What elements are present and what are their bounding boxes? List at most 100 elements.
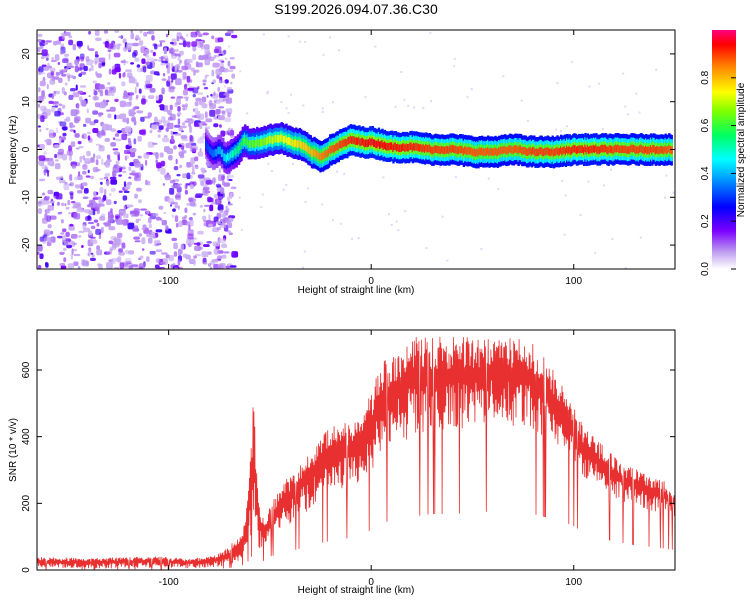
noise-cell xyxy=(120,60,127,64)
noise-cell xyxy=(135,94,139,99)
noise-cell xyxy=(397,229,400,232)
noise-cell xyxy=(208,223,213,227)
noise-cell xyxy=(114,257,120,262)
noise-cell xyxy=(68,35,73,39)
noise-cell xyxy=(68,226,76,231)
noise-cell xyxy=(218,106,225,109)
noise-cell xyxy=(169,180,176,184)
noise-cell xyxy=(196,62,203,68)
noise-cell xyxy=(190,157,196,164)
noise-cell xyxy=(42,192,46,196)
noise-cell xyxy=(624,105,627,108)
snr-line xyxy=(37,336,675,570)
noise-cell xyxy=(194,245,201,251)
snr-ticks: -100 0 100 0 200 400 600 xyxy=(21,330,675,588)
noise-cell xyxy=(92,95,98,101)
noise-cell xyxy=(144,48,150,55)
noise-cell xyxy=(39,45,44,49)
noise-cell xyxy=(285,184,288,186)
ridge-cell xyxy=(583,146,586,155)
noise-cell xyxy=(343,172,346,175)
noise-cell xyxy=(85,117,91,124)
ridge-cell xyxy=(432,146,435,155)
noise-cell xyxy=(45,40,52,43)
noise-cell xyxy=(155,152,159,159)
noise-cell xyxy=(282,188,285,191)
noise-cell xyxy=(239,70,242,73)
noise-cell xyxy=(99,187,104,194)
noise-cell xyxy=(189,184,195,189)
noise-cell xyxy=(413,106,416,109)
noise-cell xyxy=(167,109,172,114)
noise-cell xyxy=(218,67,225,73)
noise-cell xyxy=(60,219,64,224)
noise-cell xyxy=(125,249,129,255)
noise-cell xyxy=(205,118,213,123)
noise-cell xyxy=(214,46,222,54)
noise-cell xyxy=(203,262,208,265)
ridge-cell xyxy=(508,145,512,153)
noise-cell xyxy=(224,79,229,84)
noise-cell xyxy=(307,187,309,190)
noise-cell xyxy=(114,214,121,219)
noise-cell xyxy=(466,96,469,99)
noise-cell xyxy=(227,174,235,178)
noise-cell xyxy=(74,176,78,181)
noise-cell xyxy=(46,108,51,116)
noise-cell xyxy=(223,93,228,96)
noise-cell xyxy=(453,65,456,68)
ridge-cell xyxy=(212,150,215,158)
noise-cell xyxy=(287,111,290,114)
noise-cell xyxy=(216,186,222,192)
noise-cell xyxy=(202,215,207,221)
noise-cell xyxy=(73,261,79,266)
noise-cell xyxy=(154,44,158,50)
noise-cell xyxy=(188,198,193,203)
noise-cell xyxy=(67,263,75,269)
noise-cell xyxy=(96,73,102,78)
noise-cell xyxy=(560,130,563,133)
noise-cell xyxy=(78,235,82,238)
noise-cell xyxy=(221,80,226,84)
y-tick-label: 600 xyxy=(21,361,32,378)
noise-cell xyxy=(96,208,100,214)
noise-cell xyxy=(216,198,219,204)
noise-cell xyxy=(141,58,146,64)
noise-cell xyxy=(201,103,208,109)
noise-cell xyxy=(61,179,66,184)
ridge-cell xyxy=(574,145,577,153)
noise-cell xyxy=(134,176,141,182)
noise-cell xyxy=(101,158,104,165)
noise-cell xyxy=(189,79,193,83)
noise-cell xyxy=(425,247,428,250)
noise-cell xyxy=(218,63,225,67)
noise-cell xyxy=(364,96,367,99)
noise-cell xyxy=(74,65,79,73)
noise-cell xyxy=(655,68,658,71)
noise-cell xyxy=(225,265,230,269)
noise-cell xyxy=(60,46,66,54)
ridge-cell xyxy=(274,134,277,143)
noise-cell xyxy=(137,37,141,41)
ridge-cell xyxy=(439,146,442,155)
noise-cell xyxy=(194,195,198,199)
noise-cell xyxy=(112,148,119,151)
noise-cell xyxy=(144,80,151,85)
ridge-cell xyxy=(312,149,315,157)
noise-cell xyxy=(38,95,44,103)
noise-cell xyxy=(86,150,91,157)
noise-cell xyxy=(133,106,138,109)
ridge-cell xyxy=(344,138,348,147)
ridge-cell xyxy=(240,142,243,150)
noise-cell xyxy=(87,45,90,50)
noise-cell xyxy=(170,73,177,80)
ridge-cell xyxy=(412,142,416,151)
noise-cell xyxy=(118,248,123,253)
noise-cell xyxy=(195,164,199,170)
noise-cell xyxy=(221,213,226,218)
noise-cell xyxy=(47,224,52,229)
ridge-cell xyxy=(350,136,354,144)
noise-cell xyxy=(77,174,83,181)
noise-cell xyxy=(153,235,156,239)
noise-cell xyxy=(72,92,80,98)
